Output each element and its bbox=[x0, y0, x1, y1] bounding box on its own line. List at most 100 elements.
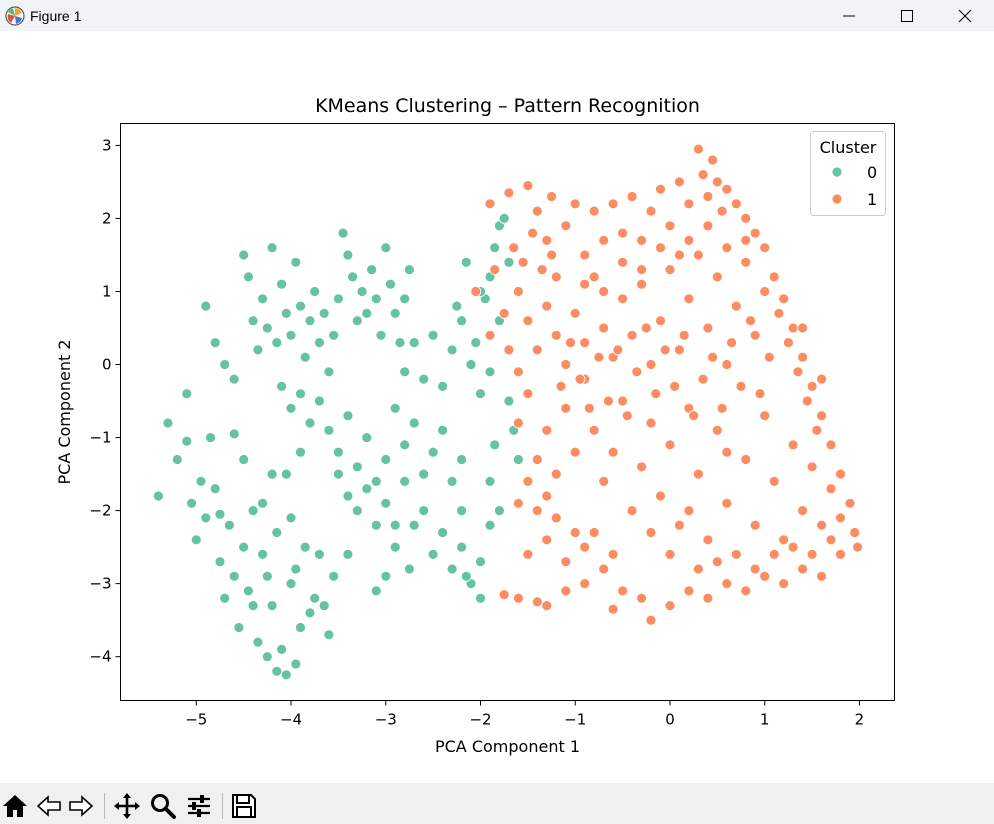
point-cluster-1 bbox=[626, 505, 638, 517]
point-cluster-0 bbox=[437, 424, 449, 436]
point-cluster-1 bbox=[749, 563, 761, 575]
point-cluster-0 bbox=[181, 388, 193, 400]
point-cluster-1 bbox=[787, 439, 799, 451]
y-tick-label: 2 bbox=[102, 209, 112, 227]
forward-button[interactable] bbox=[66, 791, 96, 821]
point-cluster-1 bbox=[849, 527, 861, 538]
point-cluster-1 bbox=[787, 322, 799, 334]
point-cluster-0 bbox=[399, 439, 411, 451]
point-cluster-0 bbox=[437, 527, 449, 538]
point-cluster-1 bbox=[522, 549, 534, 560]
point-cluster-0 bbox=[280, 669, 292, 681]
point-cluster-1 bbox=[773, 307, 785, 319]
configure-subplots-button[interactable] bbox=[184, 791, 214, 821]
point-cluster-1 bbox=[816, 570, 827, 582]
point-cluster-1 bbox=[659, 344, 671, 356]
point-cluster-1 bbox=[550, 329, 562, 341]
point-cluster-1 bbox=[721, 446, 733, 458]
close-button[interactable] bbox=[936, 0, 994, 31]
point-cluster-1 bbox=[835, 549, 846, 560]
toolbar-separator bbox=[222, 793, 223, 819]
point-cluster-0 bbox=[162, 417, 174, 429]
point-cluster-0 bbox=[280, 307, 292, 319]
y-tick-label: 3 bbox=[102, 136, 112, 154]
back-button[interactable] bbox=[34, 791, 64, 821]
point-cluster-0 bbox=[342, 490, 354, 502]
point-cluster-1 bbox=[541, 534, 553, 546]
point-cluster-1 bbox=[522, 388, 534, 400]
point-cluster-0 bbox=[219, 592, 231, 604]
point-cluster-1 bbox=[626, 329, 638, 341]
point-cluster-1 bbox=[778, 578, 790, 589]
point-cluster-1 bbox=[588, 271, 600, 283]
point-cluster-0 bbox=[200, 300, 212, 312]
pan-button[interactable] bbox=[112, 791, 142, 821]
point-cluster-0 bbox=[257, 549, 269, 560]
maximize-button[interactable] bbox=[878, 0, 936, 31]
point-cluster-1 bbox=[674, 344, 685, 356]
legend-box bbox=[810, 131, 886, 216]
point-cluster-1 bbox=[825, 483, 837, 495]
point-cluster-0 bbox=[380, 242, 392, 254]
point-cluster-1 bbox=[664, 600, 676, 611]
point-cluster-0 bbox=[209, 337, 221, 349]
point-cluster-1 bbox=[768, 475, 780, 487]
point-cluster-1 bbox=[778, 293, 790, 305]
point-cluster-0 bbox=[385, 278, 396, 290]
point-cluster-0 bbox=[195, 475, 207, 487]
point-cluster-1 bbox=[740, 585, 752, 597]
point-cluster-1 bbox=[683, 234, 695, 246]
save-button[interactable] bbox=[229, 791, 259, 821]
point-cluster-0 bbox=[295, 622, 306, 633]
point-cluster-1 bbox=[593, 351, 605, 363]
point-cluster-0 bbox=[261, 651, 273, 663]
window-title: Figure 1 bbox=[30, 7, 82, 24]
point-cluster-1 bbox=[588, 205, 600, 217]
point-cluster-1 bbox=[531, 205, 543, 217]
zoom-button[interactable] bbox=[148, 791, 178, 821]
point-cluster-0 bbox=[266, 468, 278, 480]
point-cluster-1 bbox=[716, 402, 728, 414]
point-cluster-0 bbox=[257, 293, 269, 305]
point-cluster-1 bbox=[683, 198, 695, 210]
point-cluster-0 bbox=[276, 380, 288, 392]
point-cluster-0 bbox=[266, 600, 278, 611]
point-cluster-0 bbox=[276, 278, 288, 290]
point-cluster-0 bbox=[152, 490, 164, 502]
point-cluster-0 bbox=[295, 300, 306, 312]
point-cluster-1 bbox=[541, 490, 553, 502]
point-cluster-0 bbox=[375, 329, 387, 341]
point-cluster-1 bbox=[617, 395, 628, 407]
point-cluster-1 bbox=[513, 366, 524, 378]
point-cluster-1 bbox=[749, 329, 761, 341]
point-cluster-1 bbox=[749, 519, 761, 531]
point-cluster-1 bbox=[806, 461, 818, 473]
point-cluster-1 bbox=[749, 227, 761, 239]
home-button[interactable] bbox=[0, 791, 30, 821]
scatter-points bbox=[152, 143, 863, 681]
point-cluster-1 bbox=[598, 563, 610, 575]
y-tick-label: −4 bbox=[89, 648, 111, 666]
minimize-button[interactable] bbox=[820, 0, 878, 31]
point-cluster-1 bbox=[674, 249, 685, 261]
point-cluster-1 bbox=[797, 563, 808, 575]
point-cluster-0 bbox=[427, 446, 439, 458]
point-cluster-0 bbox=[456, 454, 468, 465]
point-cluster-1 bbox=[797, 351, 808, 363]
point-cluster-1 bbox=[513, 592, 524, 604]
point-cluster-0 bbox=[238, 541, 250, 553]
point-cluster-0 bbox=[351, 315, 363, 327]
point-cluster-1 bbox=[825, 439, 837, 451]
point-cluster-0 bbox=[318, 307, 330, 319]
point-cluster-0 bbox=[408, 417, 420, 429]
point-cluster-1 bbox=[645, 417, 657, 429]
point-cluster-1 bbox=[816, 373, 827, 385]
point-cluster-1 bbox=[636, 234, 647, 246]
point-cluster-1 bbox=[531, 505, 543, 517]
point-cluster-0 bbox=[356, 286, 368, 297]
point-cluster-0 bbox=[380, 570, 392, 582]
point-cluster-0 bbox=[313, 395, 325, 407]
point-cluster-1 bbox=[508, 242, 520, 254]
point-cluster-1 bbox=[806, 380, 818, 392]
point-cluster-1 bbox=[693, 249, 704, 261]
